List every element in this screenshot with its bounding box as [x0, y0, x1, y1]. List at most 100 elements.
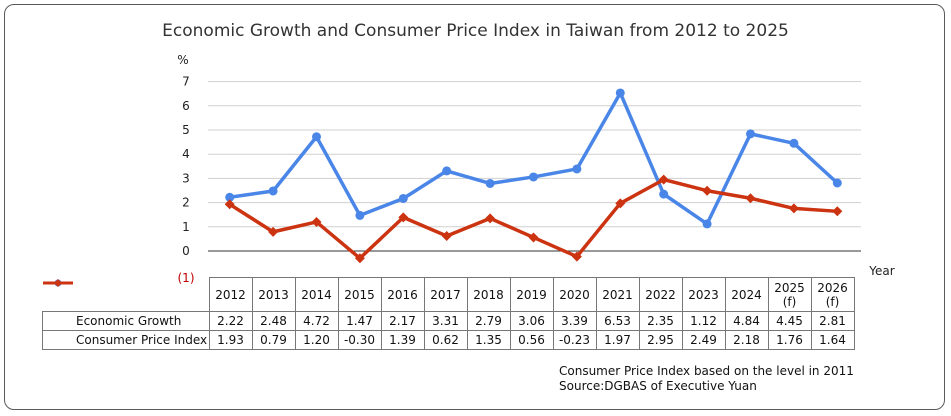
y-tick-label-negative: (1): [178, 271, 195, 285]
data-label: 2.22: [208, 311, 253, 331]
series-line-0: [229, 91, 839, 226]
data-point: [571, 251, 582, 262]
y-axis-label: %: [177, 53, 188, 67]
data-label: 2.35: [638, 311, 683, 331]
data-point: [746, 129, 755, 139]
chart-title: Economic Growth and Consumer Price Index…: [162, 21, 789, 41]
x-tick-label: 2024: [724, 277, 769, 312]
data-point: [788, 203, 799, 214]
y-tick-label: 0: [182, 244, 190, 258]
y-tick-label: 3: [182, 171, 190, 185]
data-label: 2.81: [810, 311, 855, 331]
x-tick-label: 2018: [466, 277, 511, 312]
data-label: 3.06: [509, 311, 554, 331]
y-tick-label: 6: [182, 99, 190, 113]
y-axis: 7 6 5 4 3 2 1 0 (1): [178, 75, 195, 285]
data-label: 3.39: [552, 311, 597, 331]
data-point: [832, 178, 842, 188]
series-lines: [224, 88, 843, 264]
data-label: 4.72: [294, 311, 339, 331]
data-point: [355, 210, 365, 220]
data-point: [745, 193, 756, 204]
data-table: 2012 2013 2014 2015 2016 2017 2018 2019 2020 2021…: [42, 277, 855, 350]
x-tick-label: 2023: [681, 277, 726, 312]
data-point: [312, 132, 321, 142]
note-cpi-base: Consumer Price Index based on the level …: [559, 364, 854, 378]
data-point: [615, 88, 625, 98]
x-axis-label: Year: [868, 264, 894, 278]
data-point: [268, 186, 278, 196]
data-label: 3.31: [423, 311, 468, 331]
data-label: 1.47: [337, 311, 382, 331]
data-point: [529, 172, 538, 182]
x-tick-label: 2016: [380, 277, 425, 312]
table-row-economic-growth: Economic Growth 2.22 2.48 4.72 1.47 2.17 3.31…: [42, 279, 855, 331]
data-point: [398, 193, 408, 203]
data-point: [789, 138, 799, 148]
y-tick-label: 1: [182, 220, 190, 234]
data-point: [311, 216, 322, 227]
data-point: [832, 206, 843, 217]
legend-key-consumer-price-index: [42, 278, 75, 346]
series-label-economic-growth: Economic Growth: [42, 279, 210, 331]
data-label: 2.49: [681, 330, 726, 350]
note-source: Source:DGBAS of Executive Yuan: [559, 379, 757, 393]
x-tick-label: 2012: [208, 277, 253, 312]
data-point: [224, 199, 235, 210]
data-label: 1.39: [380, 330, 425, 350]
data-point: [702, 219, 712, 229]
data-label: 1.93: [208, 330, 253, 350]
data-point: [485, 213, 496, 224]
data-label: 0.62: [423, 330, 468, 350]
x-tick-label: 2026 (f): [810, 277, 855, 312]
table-row-consumer-price-index: Consumer Price Index 1.93 0.79 1.20 -0.30 1.…: [42, 278, 855, 350]
series-line-1: [228, 177, 838, 261]
x-tick-label: 2019: [509, 277, 554, 312]
data-label: 1.35: [466, 330, 511, 350]
legend-label-consumer-price-index: Consumer Price Index: [76, 333, 208, 347]
data-label: 1.76: [767, 330, 812, 350]
x-tick-label: 2015: [337, 277, 382, 312]
data-point: [398, 212, 409, 223]
data-label: 0.79: [251, 330, 296, 350]
data-point: [225, 192, 235, 202]
y-tick-label: 2: [182, 196, 190, 210]
chart-notes: Consumer Price Index based on the level …: [559, 364, 854, 394]
data-label: 4.45: [767, 311, 812, 331]
data-point: [528, 232, 539, 243]
data-label: 2.95: [638, 330, 683, 350]
data-label: 2.18: [724, 330, 769, 350]
data-point: [485, 178, 495, 188]
data-label: 4.84: [724, 311, 769, 331]
table-header-row: 2012 2013 2014 2015 2016 2017 2018 2019 2020 2021…: [43, 277, 855, 312]
data-label: 2.17: [380, 311, 425, 331]
data-point: [702, 185, 713, 196]
x-tick-label: 2013: [251, 277, 296, 312]
data-label: 6.53: [595, 311, 640, 331]
x-tick-label: 2021: [595, 277, 640, 312]
data-label: -0.23: [552, 330, 597, 350]
data-label: 1.12: [681, 311, 726, 331]
data-point: [658, 174, 669, 185]
y-tick-label: 7: [182, 75, 190, 89]
data-label: 2.79: [466, 311, 511, 331]
data-label: 2.48: [251, 311, 296, 331]
data-label: 1.64: [810, 330, 855, 350]
x-tick-label: 2014: [294, 277, 339, 312]
legend-label-economic-growth: Economic Growth: [76, 314, 182, 328]
x-tick-label: 2025 (f): [767, 277, 812, 312]
data-label: 1.97: [595, 330, 640, 350]
data-label: -0.30: [337, 330, 382, 350]
data-point: [441, 230, 452, 241]
data-point: [268, 226, 279, 237]
y-tick-label: 5: [182, 123, 190, 137]
x-tick-label: 2020: [552, 277, 597, 312]
y-tick-label: 4: [182, 147, 190, 161]
series-label-consumer-price-index: Consumer Price Index: [42, 278, 210, 350]
x-tick-label: 2022: [638, 277, 683, 312]
data-label: 0.56: [509, 330, 554, 350]
data-point: [572, 164, 582, 174]
data-point: [354, 253, 365, 264]
data-point: [659, 189, 669, 199]
